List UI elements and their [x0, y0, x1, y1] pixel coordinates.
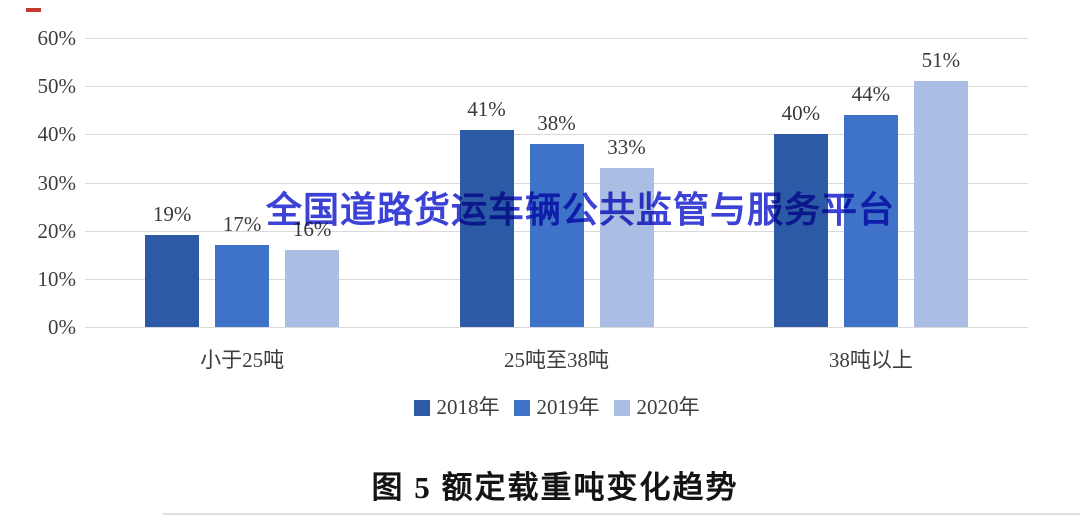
- bar-data-label: 44%: [851, 82, 891, 107]
- bar-2018年-25吨至38吨: [459, 129, 514, 327]
- bar-2020年-小于25吨: [285, 249, 340, 327]
- x-axis-category-label: 25吨至38吨: [504, 348, 609, 372]
- legend-swatch-icon: [413, 399, 430, 416]
- y-axis-tick-label: 10%: [37, 266, 77, 291]
- legend-swatch-icon: [613, 399, 630, 416]
- bar-2018年-38吨以上: [773, 134, 828, 327]
- gridline: [85, 327, 1028, 328]
- bar-2018年-小于25吨: [145, 235, 200, 327]
- watermark-text: 全国道路货运车辆公共监管与服务平台: [266, 189, 896, 230]
- legend-label: 2018年: [436, 395, 500, 419]
- legend-item: 2019年: [513, 395, 600, 419]
- y-axis-tick-label: 20%: [37, 218, 77, 243]
- chart-legend: 2018年 2019年 2020年: [407, 397, 707, 418]
- legend-label: 2020年: [636, 395, 700, 419]
- bar-2020年-38吨以上: [913, 81, 968, 327]
- bar-data-label: 51%: [921, 48, 961, 73]
- bar-data-label: 33%: [607, 135, 646, 160]
- y-axis-tick-label: 30%: [37, 170, 77, 195]
- y-axis-tick-label: 0%: [48, 315, 76, 339]
- y-axis-tick-label: 50%: [37, 74, 77, 99]
- bar-2020年-25吨至38吨: [599, 168, 654, 327]
- y-axis-tick-label: 40%: [37, 122, 77, 147]
- gridline: [85, 134, 1028, 136]
- legend-item: 2018年: [413, 395, 500, 419]
- bar-2019年-25吨至38吨: [529, 143, 584, 327]
- x-axis-category-label: 38吨以上: [828, 348, 913, 372]
- x-axis-category-label: 小于25吨: [200, 348, 285, 372]
- red-annotation-dash: [26, 8, 41, 12]
- bar-data-label: 17%: [222, 212, 262, 237]
- bar-data-label: 41%: [467, 96, 506, 121]
- gridline: [85, 86, 1028, 88]
- legend-item: 2020年: [613, 395, 700, 419]
- bottom-divider: [163, 513, 1080, 515]
- gridline: [85, 38, 1028, 39]
- bar-data-label: 16%: [292, 216, 332, 241]
- bar-data-label: 19%: [152, 202, 192, 227]
- figure-caption: 图 5 额定载重吨变化趋势: [371, 470, 739, 505]
- bar-2019年-38吨以上: [843, 115, 898, 327]
- bar-2019年-小于25吨: [215, 245, 270, 327]
- bar-data-label: 38%: [537, 110, 576, 135]
- legend-swatch-icon: [513, 399, 530, 416]
- y-axis-tick-label: 60%: [37, 26, 77, 50]
- legend-label: 2019年: [536, 395, 600, 419]
- bar-data-label: 40%: [781, 101, 821, 126]
